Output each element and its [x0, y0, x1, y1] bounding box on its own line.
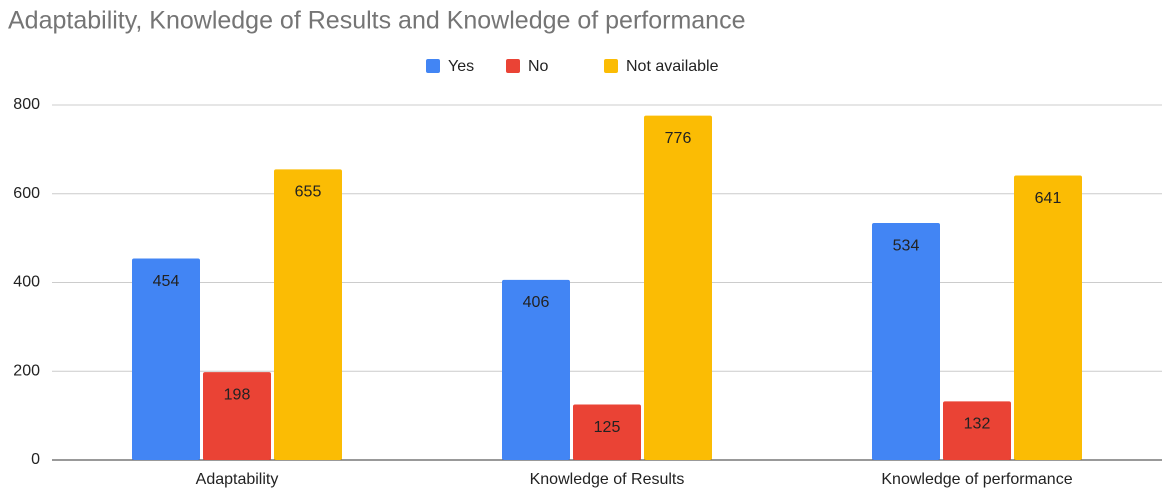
- y-tick-label: 400: [13, 274, 40, 291]
- bar: [502, 279, 570, 460]
- x-tick-label: Knowledge of Results: [530, 471, 685, 488]
- data-label: 198: [224, 386, 251, 403]
- data-label: 454: [153, 273, 180, 290]
- y-tick-label: 0: [31, 451, 40, 468]
- data-label: 641: [1035, 190, 1062, 207]
- data-label: 655: [295, 184, 322, 201]
- legend-swatch: [604, 59, 618, 73]
- bar: [274, 169, 342, 460]
- legend-label: No: [528, 58, 549, 75]
- x-tick-label: Adaptability: [196, 471, 279, 488]
- bar: [644, 115, 712, 461]
- data-label: 125: [594, 419, 621, 436]
- y-tick-label: 600: [13, 185, 40, 202]
- legend-swatch: [426, 59, 440, 73]
- x-tick-label: Knowledge of performance: [881, 471, 1072, 488]
- bar: [1014, 175, 1082, 460]
- legend-label: Yes: [448, 58, 474, 75]
- data-label: 132: [964, 416, 991, 433]
- chart-title: Adaptability, Knowledge of Results and K…: [8, 7, 746, 35]
- legend-label: Not available: [626, 58, 719, 75]
- bar: [943, 401, 1011, 460]
- y-tick-label: 800: [13, 96, 40, 113]
- data-label: 776: [665, 130, 692, 147]
- bar: [132, 258, 200, 460]
- data-label: 406: [523, 294, 550, 311]
- bar: [872, 223, 940, 460]
- y-tick-label: 200: [13, 362, 40, 379]
- bar: [203, 372, 271, 460]
- legend-swatch: [506, 59, 520, 73]
- data-label: 534: [893, 237, 920, 254]
- bar: [573, 404, 641, 460]
